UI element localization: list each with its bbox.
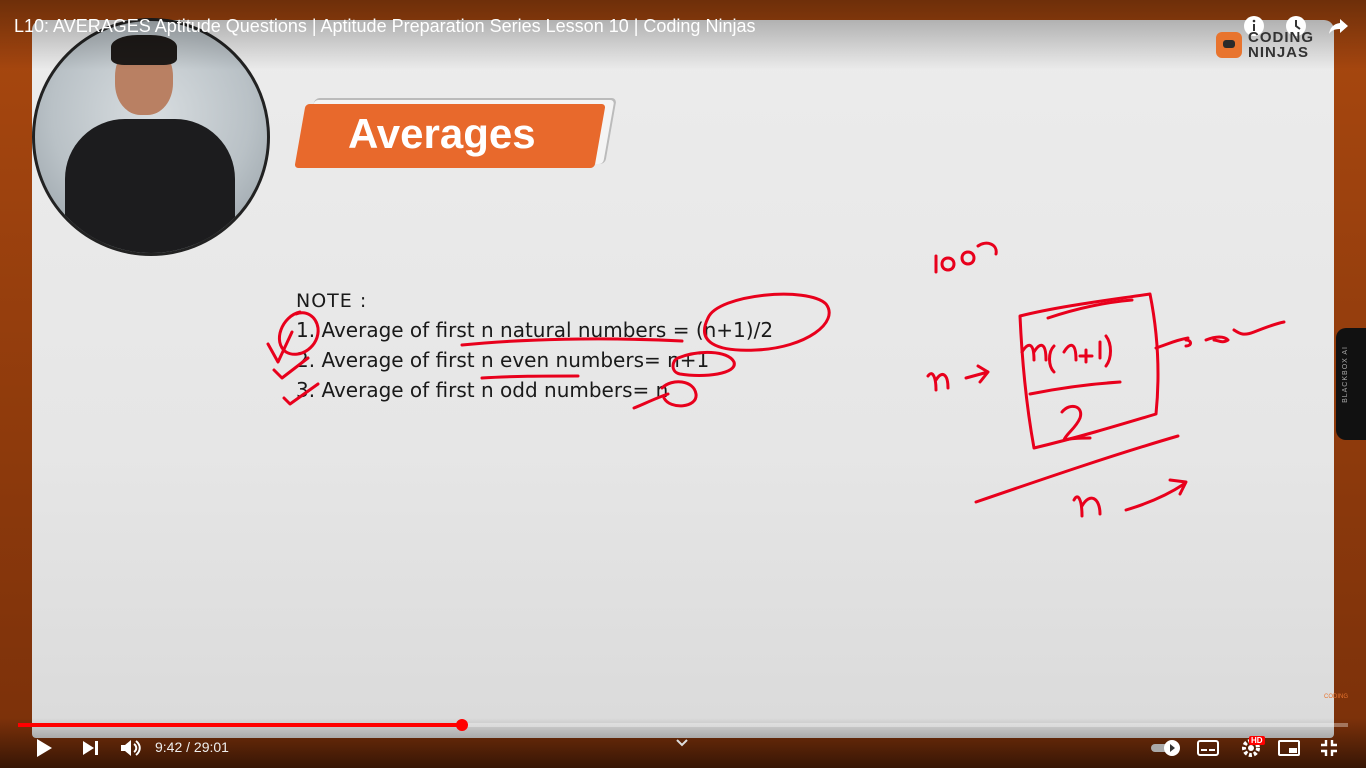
top-gradient <box>0 0 1366 70</box>
slide-heading: Averages <box>294 100 610 170</box>
miniplayer-icon[interactable] <box>1276 736 1302 760</box>
next-icon[interactable] <box>78 736 104 760</box>
coding-ninjas-logo: CODING NINJAS <box>1216 30 1314 60</box>
note-item-1: 1. Average of first n natural numbers = … <box>296 318 774 342</box>
exit-fullscreen-icon[interactable] <box>1318 736 1340 760</box>
share-icon[interactable] <box>1326 14 1350 38</box>
progress-scrubber[interactable] <box>456 719 469 731</box>
settings-icon[interactable]: HD <box>1236 736 1266 760</box>
blackbox-label: BLACKBOX AI <box>1342 346 1349 403</box>
blackbox-ai-panel[interactable]: BLACKBOX AI <box>1336 328 1366 440</box>
video-title[interactable]: L10: AVERAGES Aptitude Questions | Aptit… <box>14 16 756 36</box>
time-display: 9:42 / 29:01 <box>155 739 229 755</box>
note-heading: NOTE : <box>296 290 368 312</box>
play-icon[interactable] <box>30 736 58 760</box>
progress-bar[interactable] <box>18 719 1348 731</box>
note-item-2: 2. Average of first n even numbers= n+1 <box>296 348 710 372</box>
subtitles-icon[interactable] <box>1196 736 1220 760</box>
info-icon[interactable] <box>1242 14 1266 38</box>
note-block: NOTE : 1. Average of first n natural num… <box>296 290 773 402</box>
presenter-webcam <box>32 18 270 256</box>
presenter-body <box>65 119 235 253</box>
watch-later-icon[interactable] <box>1284 14 1308 38</box>
note-item-3: 3. Average of first n odd numbers= n <box>296 378 669 402</box>
chevron-down-icon[interactable] <box>676 736 688 750</box>
hd-badge: HD <box>1249 736 1265 745</box>
logo-line1: CODING <box>1248 29 1314 46</box>
logo-line2: NINJAS <box>1248 44 1310 61</box>
progress-played <box>18 723 463 727</box>
presenter-hair <box>111 35 177 65</box>
heading-text: Averages <box>348 110 536 157</box>
ninja-icon <box>1216 32 1242 58</box>
volume-icon[interactable] <box>118 736 144 760</box>
top-actions <box>1242 14 1350 38</box>
watermark-logo: CODING <box>1324 694 1348 700</box>
autoplay-toggle[interactable] <box>1150 736 1184 760</box>
